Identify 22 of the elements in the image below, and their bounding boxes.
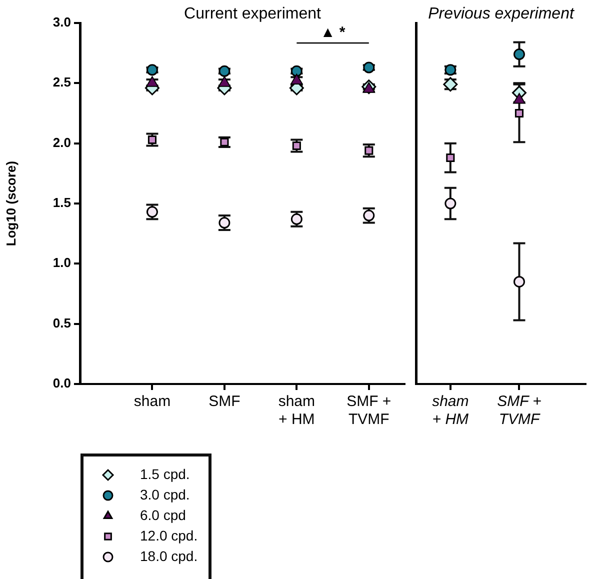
chart-title: Current experiment bbox=[184, 5, 322, 22]
y-tick-label: 2.0 bbox=[52, 134, 71, 150]
legend-label: 12.0 cpd. bbox=[140, 527, 198, 544]
y-tick-label: 3.0 bbox=[52, 14, 71, 30]
legend-label: 6.0 cpd bbox=[140, 506, 186, 523]
legend-label: 3.0 cpd. bbox=[140, 486, 190, 502]
y-tick-label: 0.0 bbox=[52, 376, 71, 391]
y-tick-label: 1.5 bbox=[52, 195, 71, 210]
chart-title: Previous experiment bbox=[428, 5, 574, 22]
y-tick-label: 1.0 bbox=[52, 255, 71, 270]
legend-label: 18.0 cpd. bbox=[140, 548, 198, 564]
annotation: ▲ * bbox=[320, 24, 346, 42]
x-tick-label: sham bbox=[134, 393, 171, 410]
legend-label: 1.5 cpd. bbox=[140, 466, 190, 482]
y-axis-title: Log10 (score) bbox=[3, 160, 18, 246]
x-tick-label: SMF bbox=[208, 393, 240, 410]
x-tick-label: sham + HM bbox=[432, 393, 470, 428]
x-tick-label: SMF + TVMF bbox=[346, 393, 392, 428]
y-tick-label: 2.5 bbox=[52, 74, 71, 90]
x-tick-label: SMF + TVMF bbox=[497, 393, 542, 428]
x-tick-label: sham + HM bbox=[278, 393, 316, 428]
y-tick-label: 0.5 bbox=[52, 315, 71, 330]
